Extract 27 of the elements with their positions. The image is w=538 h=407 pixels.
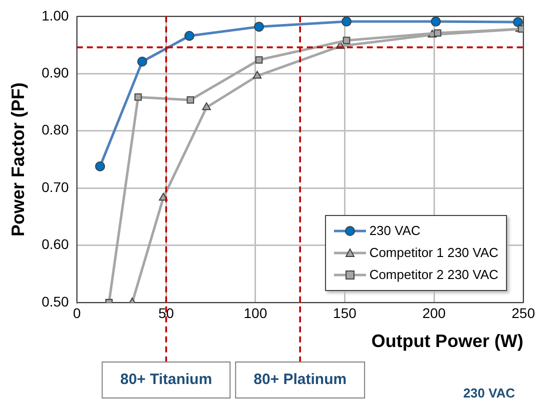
x-tick-label: 150: [333, 304, 357, 321]
point: [202, 102, 211, 110]
y-tick-label: 0.90: [42, 64, 70, 80]
y-tick-label: 1.00: [42, 7, 70, 24]
point: [134, 93, 142, 101]
x-tick-label: 200: [422, 304, 446, 321]
x-tick-label: 250: [512, 304, 536, 321]
y-tick-label: 0.50: [42, 293, 70, 310]
legend-label: Competitor 1 230 VAC: [369, 245, 498, 260]
legend-label: Competitor 2 230 VAC: [369, 267, 498, 282]
text: 230 VAC: [463, 386, 516, 401]
x-axis-title: Output Power (W): [371, 331, 524, 352]
ref-line-label: 80+ Titanium: [120, 371, 212, 388]
x-tick-label: 0: [72, 304, 81, 321]
point: [342, 36, 350, 44]
legend-label: 230 VAC: [369, 223, 420, 238]
y-tick-label: 0.70: [42, 178, 70, 195]
ref-line-label: 80+ Platinum: [254, 371, 347, 388]
y-tick-label: 0.80: [42, 122, 70, 138]
x-tick-label: 100: [244, 304, 268, 321]
point: [186, 96, 194, 104]
point: [252, 70, 262, 79]
point: [434, 29, 442, 37]
y-tick-label: 0.60: [42, 236, 70, 252]
point: [255, 56, 263, 64]
y-axis-title: Power Factor (PF): [8, 82, 28, 237]
x-tick-label: 50: [158, 304, 174, 321]
